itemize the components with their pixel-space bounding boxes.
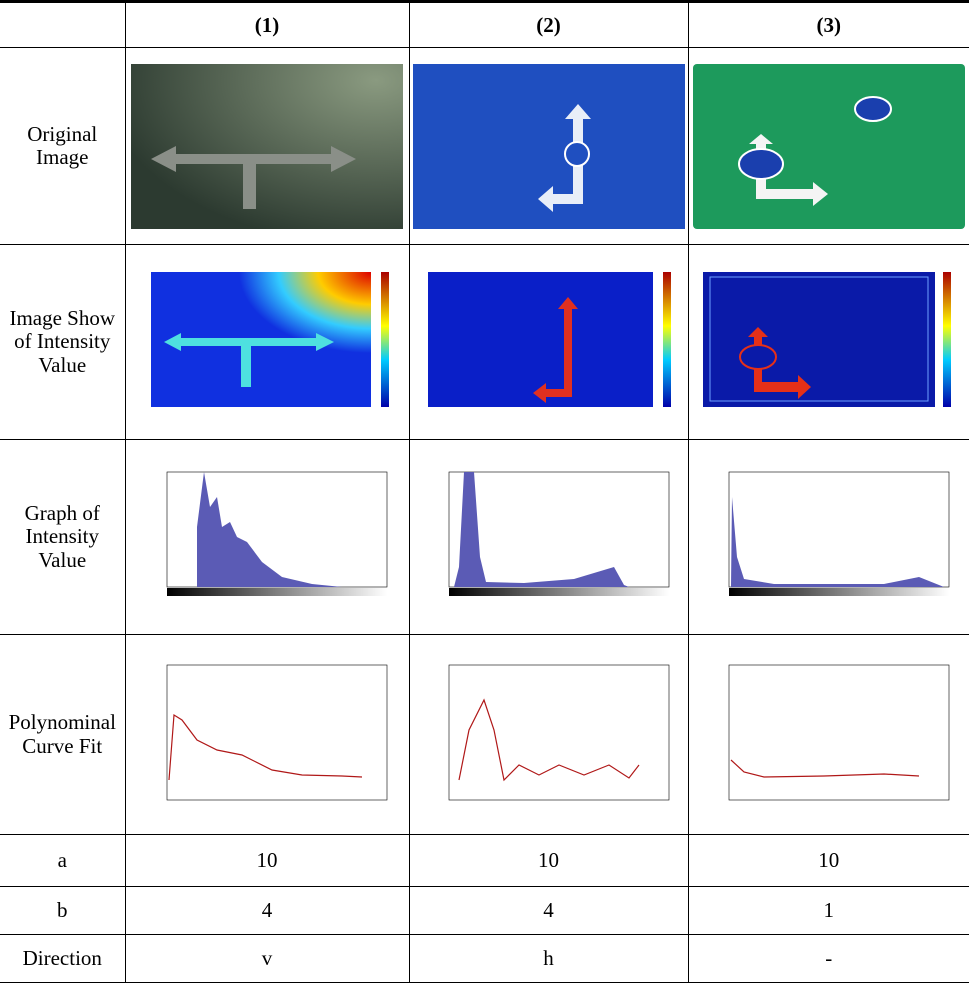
corner-cell: [0, 0, 126, 48]
image-row: Image Show of Intensity Value: [0, 244, 969, 440]
column-header: (3): [687, 0, 969, 48]
value-cell: v: [124, 934, 410, 983]
value-cell: h: [408, 934, 689, 983]
row-label: Graph of Intensity Value: [0, 439, 126, 635]
param-row: a 10 10 10: [0, 834, 969, 887]
curve-fit-image: [448, 664, 669, 800]
row-label: Polynominal Curve Fit: [0, 634, 126, 835]
image-cell: [408, 634, 689, 835]
image-cell: [687, 47, 969, 245]
image-row: Graph of Intensity Value: [0, 439, 969, 635]
value-cell: 10: [687, 834, 969, 887]
sign-photo: [692, 63, 965, 229]
intensity-map: [151, 272, 389, 407]
histogram-image: [448, 471, 669, 596]
value-cell: -: [687, 934, 969, 983]
row-label: Original Image: [0, 47, 126, 245]
image-row: Original Image: [0, 47, 969, 245]
curve-fit-image: [728, 664, 950, 800]
param-row: Direction v h -: [0, 934, 969, 983]
row-label: a: [0, 834, 126, 887]
image-cell: [687, 244, 969, 440]
sign-photo: [412, 63, 685, 229]
column-header: (1): [124, 0, 410, 48]
row-label: Image Show of Intensity Value: [0, 244, 126, 440]
histogram-image: [166, 471, 388, 596]
value-cell: 1: [687, 886, 969, 935]
image-cell: [408, 47, 689, 245]
value-cell: 10: [408, 834, 689, 887]
header-row: (1) (2) (3): [0, 0, 969, 48]
image-cell: [124, 244, 410, 440]
image-cell: [124, 439, 410, 635]
column-header: (2): [408, 0, 689, 48]
intensity-map: [702, 272, 951, 407]
histogram-image: [728, 471, 950, 596]
image-cell: [687, 439, 969, 635]
image-cell: [408, 244, 689, 440]
value-cell: 4: [124, 886, 410, 935]
intensity-map: [427, 272, 671, 407]
value-cell: 4: [408, 886, 689, 935]
curve-fit-image: [166, 664, 388, 800]
image-cell: [124, 634, 410, 835]
row-label: Direction: [0, 934, 126, 983]
value-cell: 10: [124, 834, 410, 887]
sign-photo: [131, 63, 403, 229]
image-cell: [687, 634, 969, 835]
param-row: b 4 4 1: [0, 886, 969, 935]
image-cell: [124, 47, 410, 245]
row-label: b: [0, 886, 126, 935]
image-cell: [408, 439, 689, 635]
image-row: Polynominal Curve Fit: [0, 634, 969, 835]
